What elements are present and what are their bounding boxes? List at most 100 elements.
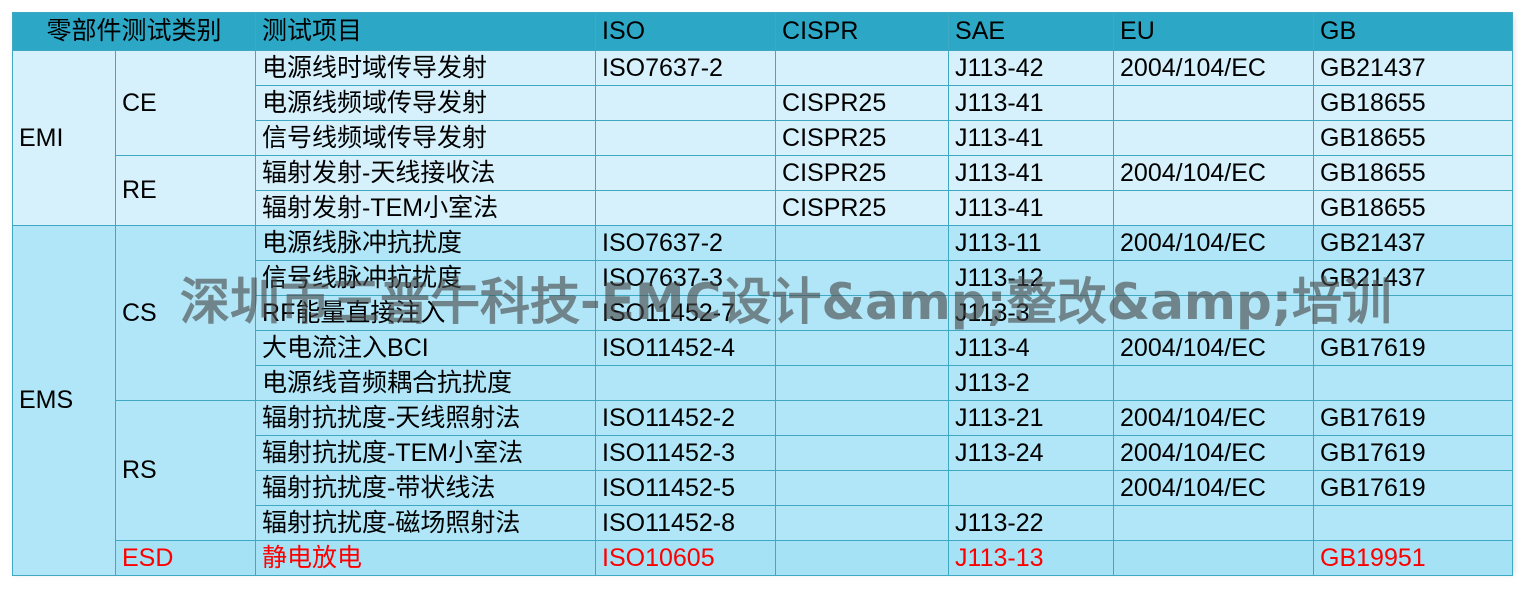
cell-test-item: 辐射抗扰度-磁场照射法 xyxy=(255,505,597,541)
cell-cispr xyxy=(775,435,950,471)
column-header-test-item: 测试项目 xyxy=(255,12,597,51)
cell-iso: ISO7637-3 xyxy=(595,260,777,296)
cell-eu: 2004/104/EC xyxy=(1113,50,1315,86)
table-row: RE 辐射发射-天线接收法 CISPR25 J113-41 2004/104/E… xyxy=(13,155,1514,226)
subgroup-cell-rs: RS xyxy=(114,400,257,541)
cell-test-item: 辐射抗扰度-TEM小室法 xyxy=(255,435,597,471)
cell-eu: 2004/104/EC xyxy=(1113,435,1315,471)
cell-sae: J113-4 xyxy=(948,330,1115,366)
cell-sae: J113-3 xyxy=(948,295,1115,331)
cell-gb xyxy=(1313,365,1514,401)
cell-eu xyxy=(1113,540,1315,576)
cell-eu: 2004/104/EC xyxy=(1113,400,1315,436)
cell-gb: GB18655 xyxy=(1313,155,1514,191)
column-header-category: 零部件测试类别 xyxy=(11,12,257,51)
cell-sae: J113-13 xyxy=(948,540,1115,576)
cell-gb: GB21437 xyxy=(1313,50,1514,86)
table-row: EMS CS 电源线脉冲抗扰度 ISO7637-2 J113-11 2004/1… xyxy=(12,225,1514,576)
cell-sae: J113-2 xyxy=(948,365,1115,401)
cell-test-item: 辐射抗扰度-带状线法 xyxy=(255,470,597,506)
cell-sae: J113-41 xyxy=(948,85,1115,121)
cell-iso: ISO11452-3 xyxy=(595,435,777,471)
cell-test-item: 辐射发射-天线接收法 xyxy=(255,155,597,191)
cell-iso xyxy=(595,190,777,226)
cell-eu xyxy=(1113,365,1315,401)
cell-cispr xyxy=(775,50,950,86)
cell-gb: GB18655 xyxy=(1313,190,1514,226)
cell-iso: ISO11452-4 xyxy=(595,330,777,366)
cell-cispr xyxy=(775,260,950,296)
table-row: RS 辐射抗扰度-天线照射法 ISO11452-2 J113-21 2004/1… xyxy=(13,400,1514,541)
table-row: 辐射发射-TEM小室法 CISPR25 J113-41 GB18655 xyxy=(13,190,1514,226)
cell-sae: J113-41 xyxy=(948,190,1115,226)
cell-test-item: 信号线脉冲抗扰度 xyxy=(255,260,597,296)
column-header-sae: SAE xyxy=(948,12,1115,51)
cell-test-item: 电源线脉冲抗扰度 xyxy=(255,225,597,261)
cell-sae: J113-11 xyxy=(948,225,1115,261)
cell-cispr xyxy=(775,540,950,576)
cell-gb: GB17619 xyxy=(1313,470,1514,506)
cell-cispr xyxy=(775,400,950,436)
cell-sae: J113-41 xyxy=(948,120,1115,156)
cell-gb: GB17619 xyxy=(1313,435,1514,471)
cell-gb: GB17619 xyxy=(1313,330,1514,366)
cell-gb: GB17619 xyxy=(1313,400,1514,436)
cell-iso: ISO7637-2 xyxy=(595,50,777,86)
cell-iso: ISO11452-5 xyxy=(595,470,777,506)
group-cell-ems: EMS xyxy=(12,225,116,576)
cell-iso: ISO11452-7 xyxy=(595,295,777,331)
subgroup-cell-esd: ESD xyxy=(114,540,257,576)
cell-cispr: CISPR25 xyxy=(775,120,950,156)
subgroup-cell-ce: CE xyxy=(114,50,257,156)
table-row: 电源线频域传导发射 CISPR25 J113-41 GB18655 xyxy=(13,85,1514,121)
column-header-eu: EU xyxy=(1113,12,1315,51)
table-row: 辐射抗扰度-TEM小室法 ISO11452-3 J113-24 2004/104… xyxy=(13,435,1514,471)
cell-eu xyxy=(1113,260,1315,296)
cell-sae: J113-41 xyxy=(948,155,1115,191)
cell-cispr xyxy=(775,365,950,401)
cell-eu xyxy=(1113,505,1315,541)
cell-cispr xyxy=(775,225,950,261)
cell-eu xyxy=(1113,190,1315,226)
cell-sae: J113-42 xyxy=(948,50,1115,86)
cell-gb: GB18655 xyxy=(1313,120,1514,156)
table-row: 电源线音频耦合抗扰度 J113-2 xyxy=(13,365,1514,401)
cell-sae: J113-24 xyxy=(948,435,1115,471)
cell-eu xyxy=(1113,295,1315,331)
subgroup-cell-cs: CS xyxy=(114,225,257,401)
cell-eu: 2004/104/EC xyxy=(1113,330,1315,366)
header-row: 零部件测试类别 测试项目 ISO CISPR SAE EU GB xyxy=(11,12,1514,51)
cell-eu xyxy=(1113,85,1315,121)
cell-iso xyxy=(595,85,777,121)
cell-gb: GB18655 xyxy=(1313,85,1514,121)
cell-test-item: RF能量直接注入 xyxy=(255,295,597,331)
cell-sae: J113-12 xyxy=(948,260,1115,296)
cell-iso xyxy=(595,155,777,191)
table-row: EMI CE 电源线时域传导发射 ISO7637-2 J113-42 2004/… xyxy=(12,50,1514,226)
cell-test-item: 大电流注入BCI xyxy=(255,330,597,366)
cell-test-item: 信号线频域传导发射 xyxy=(255,120,597,156)
cell-cispr xyxy=(775,330,950,366)
table-row: 辐射抗扰度-带状线法 ISO11452-5 2004/104/EC GB1761… xyxy=(13,470,1514,506)
cell-sae: J113-22 xyxy=(948,505,1115,541)
cell-cispr xyxy=(775,470,950,506)
cell-test-item: 电源线时域传导发射 xyxy=(255,50,597,86)
cell-iso xyxy=(595,120,777,156)
cell-sae: J113-21 xyxy=(948,400,1115,436)
cell-test-item: 电源线音频耦合抗扰度 xyxy=(255,365,597,401)
cell-gb xyxy=(1313,295,1514,331)
cell-gb: GB21437 xyxy=(1313,225,1514,261)
group-cell-emi: EMI xyxy=(12,50,116,226)
cell-iso xyxy=(595,365,777,401)
cell-gb: GB19951 xyxy=(1313,540,1514,576)
cell-cispr: CISPR25 xyxy=(775,155,950,191)
cell-test-item: 辐射抗扰度-天线照射法 xyxy=(255,400,597,436)
table-row: RF能量直接注入 ISO11452-7 J113-3 xyxy=(13,295,1514,331)
table-row: 信号线频域传导发射 CISPR25 J113-41 GB18655 xyxy=(13,120,1514,156)
column-header-gb: GB xyxy=(1313,12,1514,51)
cell-test-item: 静电放电 xyxy=(255,540,597,576)
cell-sae xyxy=(948,470,1115,506)
cell-eu: 2004/104/EC xyxy=(1113,470,1315,506)
cell-gb xyxy=(1313,505,1514,541)
